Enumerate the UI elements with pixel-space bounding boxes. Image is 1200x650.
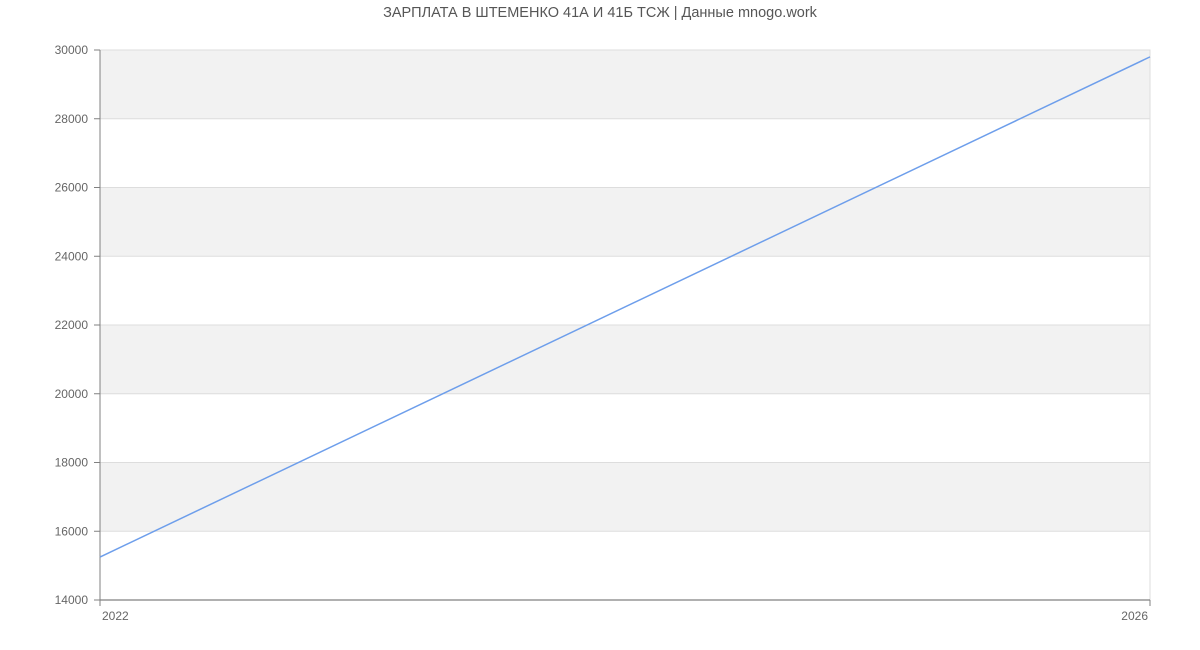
svg-text:2026: 2026 [1121,609,1148,623]
svg-text:22000: 22000 [55,318,89,332]
svg-text:28000: 28000 [55,112,89,126]
svg-text:18000: 18000 [55,456,89,470]
svg-text:16000: 16000 [55,524,89,538]
svg-text:2022: 2022 [102,609,129,623]
svg-text:14000: 14000 [55,593,89,607]
svg-text:30000: 30000 [55,43,89,57]
svg-text:20000: 20000 [55,387,89,401]
svg-text:24000: 24000 [55,249,89,263]
svg-text:26000: 26000 [55,181,89,195]
